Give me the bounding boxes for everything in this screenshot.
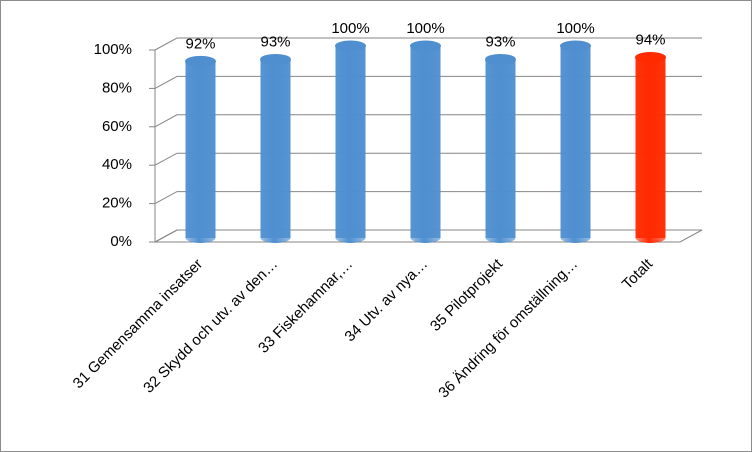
- bar: [560, 46, 591, 244]
- value-label: 100%: [406, 20, 444, 37]
- value-label: 100%: [556, 20, 594, 37]
- bar-top: [410, 40, 441, 52]
- value-label: 93%: [485, 33, 515, 50]
- grid-line: [154, 37, 702, 51]
- bar-top: [335, 40, 366, 52]
- value-label: 94%: [635, 31, 665, 48]
- y-tick-label: 40%: [102, 156, 132, 173]
- bar: [335, 46, 366, 244]
- bar: [485, 59, 516, 244]
- bar-top: [185, 55, 216, 67]
- y-tick-label: 20%: [102, 195, 132, 212]
- bar-top: [635, 52, 666, 64]
- y-tick-label: 100%: [94, 41, 132, 58]
- grid-line: [154, 229, 702, 243]
- value-label: 92%: [185, 35, 215, 52]
- y-tick-label: 60%: [102, 118, 132, 135]
- grid-line: [154, 114, 702, 128]
- y-tick-label: 0%: [110, 233, 132, 250]
- y-tick-label: 80%: [102, 79, 132, 96]
- bar: [260, 59, 291, 244]
- grid-line: [154, 152, 702, 166]
- value-label: 93%: [260, 33, 290, 50]
- bar-top: [560, 40, 591, 52]
- bar: [410, 46, 441, 244]
- value-label: 100%: [331, 20, 369, 37]
- grid-line: [154, 191, 702, 205]
- bar-top: [260, 53, 291, 65]
- bar: [185, 61, 216, 244]
- grid-line: [154, 75, 702, 89]
- bar-top: [485, 53, 516, 65]
- bar: [635, 57, 666, 244]
